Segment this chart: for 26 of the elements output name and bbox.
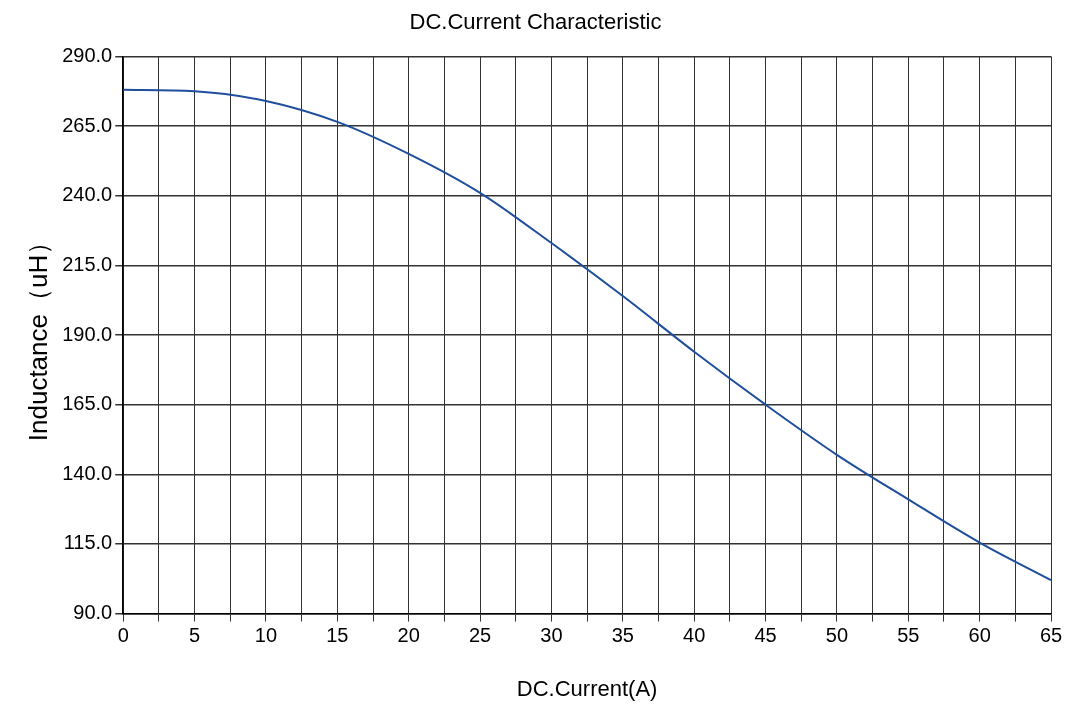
y-tick-label: 265.0 xyxy=(62,113,113,136)
x-tick-label: 45 xyxy=(754,624,777,647)
x-tick-label: 50 xyxy=(825,624,849,647)
x-tick-label: 55 xyxy=(897,624,920,647)
x-axis-title: DC.Current(A) xyxy=(516,675,658,701)
y-tick-label: 140.0 xyxy=(62,461,113,484)
y-tick-label: 215.0 xyxy=(62,252,113,275)
x-tick-label: 20 xyxy=(397,624,420,647)
y-tick-label: 115.0 xyxy=(63,531,113,554)
x-tick-label: 30 xyxy=(540,624,563,647)
y-tick-label: 240.0 xyxy=(62,183,113,206)
x-tick-label: 65 xyxy=(1039,624,1063,647)
x-tick-label: 25 xyxy=(468,624,492,647)
y-tick-label: 90.0 xyxy=(73,601,113,624)
y-tick-label: 290.0 xyxy=(62,43,113,66)
x-tick-label: 40 xyxy=(683,624,706,647)
y-tick-label: 190.0 xyxy=(62,322,113,345)
chart-title: DC.Current Characteristic xyxy=(409,9,662,35)
x-tick-label: 60 xyxy=(968,624,991,647)
x-tick-label: 10 xyxy=(254,624,278,647)
y-axis-title: Inductance（uH） xyxy=(22,228,53,442)
x-tick-label: 35 xyxy=(611,624,634,647)
x-tick-label: 0 xyxy=(117,624,129,647)
y-tick-label: 165.0 xyxy=(62,392,113,415)
x-tick-label: 5 xyxy=(189,624,201,647)
x-tick-label: 15 xyxy=(326,624,349,647)
